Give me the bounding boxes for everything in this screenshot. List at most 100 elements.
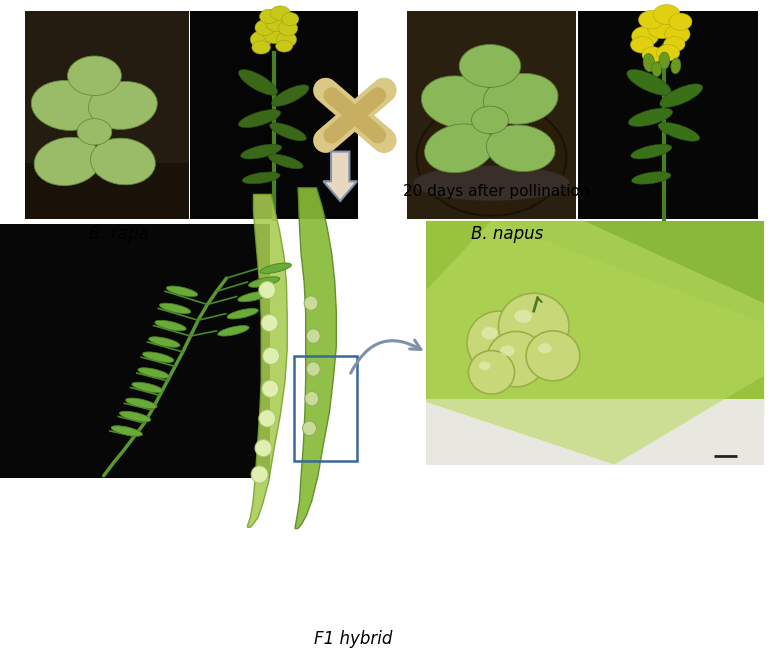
Ellipse shape <box>515 310 532 323</box>
Text: F1 hybrid: F1 hybrid <box>314 630 392 648</box>
Text: B. napus: B. napus <box>471 225 543 243</box>
Ellipse shape <box>68 56 121 96</box>
Bar <box>426 399 764 465</box>
Polygon shape <box>247 194 287 527</box>
Ellipse shape <box>111 426 142 436</box>
Ellipse shape <box>468 351 515 394</box>
Ellipse shape <box>643 53 655 72</box>
Ellipse shape <box>77 119 112 145</box>
Ellipse shape <box>478 361 490 370</box>
Ellipse shape <box>238 291 269 302</box>
Bar <box>25 11 189 219</box>
Ellipse shape <box>242 172 280 184</box>
Ellipse shape <box>306 362 320 376</box>
Ellipse shape <box>669 13 692 30</box>
Ellipse shape <box>500 345 515 357</box>
Ellipse shape <box>266 14 287 32</box>
Ellipse shape <box>252 41 270 54</box>
Bar <box>407 11 576 219</box>
Ellipse shape <box>416 100 566 216</box>
Ellipse shape <box>250 31 272 48</box>
Ellipse shape <box>270 6 290 20</box>
Ellipse shape <box>120 411 151 422</box>
Ellipse shape <box>467 311 531 374</box>
Ellipse shape <box>261 314 278 331</box>
Bar <box>426 221 764 465</box>
Ellipse shape <box>270 123 306 141</box>
Polygon shape <box>323 152 357 201</box>
Ellipse shape <box>660 84 703 107</box>
Ellipse shape <box>304 296 318 310</box>
Ellipse shape <box>282 13 299 26</box>
Ellipse shape <box>631 37 654 53</box>
Polygon shape <box>295 188 336 529</box>
Ellipse shape <box>627 69 671 96</box>
Ellipse shape <box>657 45 680 61</box>
Ellipse shape <box>251 466 268 483</box>
Ellipse shape <box>670 58 681 74</box>
Ellipse shape <box>239 109 280 128</box>
Polygon shape <box>426 221 764 465</box>
Ellipse shape <box>167 286 197 297</box>
Ellipse shape <box>143 352 174 362</box>
Ellipse shape <box>276 40 293 52</box>
Ellipse shape <box>305 391 319 406</box>
Ellipse shape <box>34 137 101 186</box>
Ellipse shape <box>276 32 296 47</box>
Ellipse shape <box>472 106 508 134</box>
Ellipse shape <box>526 331 580 381</box>
Ellipse shape <box>31 80 104 130</box>
Ellipse shape <box>631 144 672 159</box>
Ellipse shape <box>88 82 157 129</box>
Ellipse shape <box>255 20 275 36</box>
Ellipse shape <box>155 320 186 331</box>
Ellipse shape <box>658 123 700 141</box>
Ellipse shape <box>659 52 670 69</box>
Ellipse shape <box>278 20 298 36</box>
Ellipse shape <box>240 144 282 159</box>
Ellipse shape <box>483 73 558 125</box>
Bar <box>0 224 270 478</box>
Text: B. rapa: B. rapa <box>89 225 149 243</box>
Ellipse shape <box>653 5 680 24</box>
Polygon shape <box>426 221 764 465</box>
Ellipse shape <box>138 368 169 378</box>
Ellipse shape <box>272 85 309 106</box>
Ellipse shape <box>303 421 316 436</box>
Bar <box>190 11 358 219</box>
Ellipse shape <box>642 47 664 63</box>
Ellipse shape <box>664 25 690 43</box>
Ellipse shape <box>259 410 276 427</box>
Ellipse shape <box>260 9 278 24</box>
Ellipse shape <box>160 303 190 314</box>
Ellipse shape <box>631 171 671 185</box>
Ellipse shape <box>268 154 303 169</box>
Ellipse shape <box>255 440 272 457</box>
Ellipse shape <box>422 76 497 129</box>
Ellipse shape <box>425 124 494 173</box>
Ellipse shape <box>263 347 280 364</box>
Ellipse shape <box>664 37 685 51</box>
Ellipse shape <box>227 308 258 319</box>
Ellipse shape <box>486 125 555 171</box>
Ellipse shape <box>259 281 276 299</box>
Ellipse shape <box>628 108 673 127</box>
Ellipse shape <box>482 327 498 339</box>
Ellipse shape <box>498 293 569 359</box>
Ellipse shape <box>126 398 157 409</box>
Ellipse shape <box>459 44 521 87</box>
Text: 20 days after pollination: 20 days after pollination <box>403 184 590 198</box>
Bar <box>25 163 189 219</box>
Ellipse shape <box>249 277 280 287</box>
Bar <box>578 11 758 219</box>
Ellipse shape <box>262 380 279 397</box>
Ellipse shape <box>647 16 677 38</box>
Ellipse shape <box>631 26 659 46</box>
Ellipse shape <box>412 165 570 202</box>
Ellipse shape <box>149 337 180 347</box>
Ellipse shape <box>132 382 163 393</box>
Bar <box>294 356 357 461</box>
Ellipse shape <box>218 326 249 336</box>
Ellipse shape <box>239 70 277 95</box>
Ellipse shape <box>651 62 662 76</box>
